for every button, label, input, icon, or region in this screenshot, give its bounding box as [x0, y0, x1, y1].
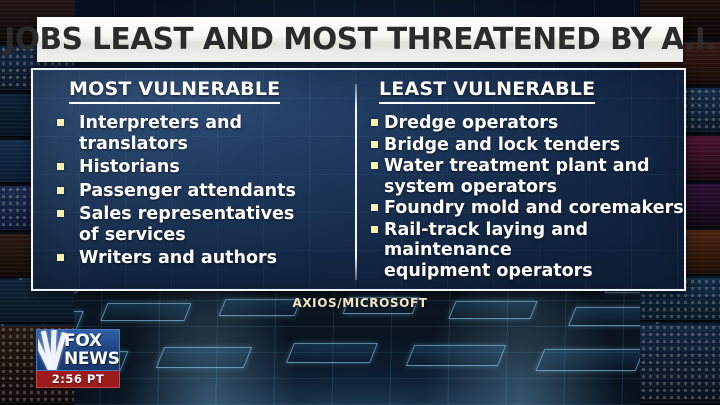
column-heading-most-vulnerable: MOST VULNERABLE [69, 80, 281, 104]
list-item-line: Sales representatives [79, 204, 295, 224]
list-item-line: Foundry mold and coremakers [384, 198, 684, 218]
fox-news-wordmark: FOX NEWS [64, 331, 120, 369]
column-divider [355, 84, 357, 280]
list-item-line: Passenger attendants [79, 180, 296, 201]
title-bar: JOBS LEAST AND MOST THREATENED BY A.I. [4, 17, 716, 62]
list-most-vulnerable: Interpreters and translators Historians … [57, 113, 353, 269]
list-item-line: Rail-track laying and maintenance [384, 219, 589, 261]
list-item-line-2: equipment operators [384, 260, 593, 281]
logo-word-fox: FOX [64, 331, 102, 351]
list-item-line: Water treatment plant and [384, 156, 650, 176]
list-item: Passenger attendants [57, 181, 353, 202]
column-heading-least-vulnerable: LEAST VULNERABLE [379, 80, 596, 104]
source-attribution: AXIOS/MICROSOFT [292, 296, 428, 310]
list-item: Interpreters and translators [57, 113, 353, 154]
list-item: Bridge and lock tenders [371, 135, 684, 156]
list-item: Writers and authors [57, 248, 353, 269]
list-item-line: Interpreters and translators [79, 113, 243, 154]
list-item: Historians [57, 157, 353, 178]
clock-readout: 2:56 PT [36, 371, 120, 388]
list-item: Dredge operators [371, 113, 684, 134]
list-item: Rail-track laying and maintenance equipm… [371, 220, 684, 282]
page-title: JOBS LEAST AND MOST THREATENED BY A.I. [4, 21, 716, 57]
list-item: Sales representatives of services [57, 204, 353, 245]
list-item-line: Historians [79, 157, 180, 177]
logo-word-news: NEWS [64, 349, 120, 369]
list-item: Foundry mold and coremakers [371, 198, 684, 219]
list-least-vulnerable: Dredge operators Bridge and lock tenders… [371, 113, 684, 281]
column-most-vulnerable: MOST VULNERABLE Interpreters and transla… [33, 80, 353, 289]
list-item: Water treatment plant and system operato… [371, 156, 684, 197]
comparison-panel: MOST VULNERABLE Interpreters and transla… [31, 68, 686, 291]
fox-news-logo: FOX NEWS [36, 329, 120, 371]
list-item-line: Bridge and lock tenders [384, 134, 621, 155]
column-least-vulnerable: LEAST VULNERABLE Dredge operators Bridge… [353, 80, 684, 289]
list-item-line-2: of services [79, 224, 186, 245]
list-item-line: Dredge operators [384, 113, 559, 133]
network-logo-bug: FOX NEWS 2:56 PT [36, 329, 120, 388]
list-item-line: Writers and authors [79, 248, 278, 268]
list-item-line-2: system operators [384, 176, 558, 197]
